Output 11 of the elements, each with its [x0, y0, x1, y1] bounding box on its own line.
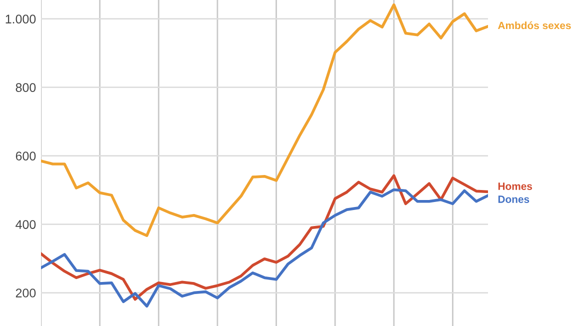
- series-label: Dones: [498, 196, 530, 203]
- y-tick-label: 200: [16, 288, 36, 298]
- y-tick-label: 600: [16, 152, 36, 160]
- y-tick-label: 1.000: [6, 14, 36, 24]
- y-tick-label: 400: [16, 220, 36, 229]
- series-label: Homes: [498, 182, 532, 190]
- y-tick-label: 800: [16, 83, 36, 92]
- line-series: [41, 188, 488, 308]
- line-series: [41, 174, 488, 301]
- series-label: Ambdós sexes: [498, 21, 571, 30]
- line-series: [41, 3, 488, 237]
